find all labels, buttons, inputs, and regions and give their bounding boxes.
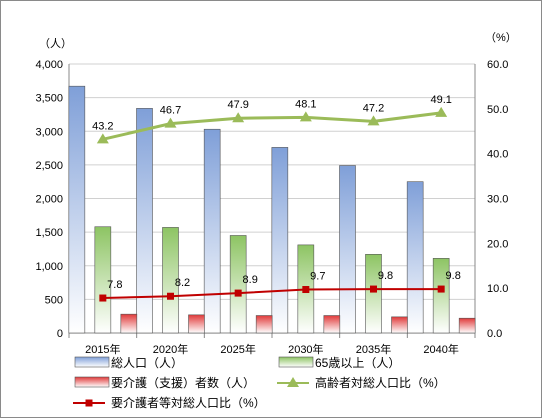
bar-2-4 [391,316,408,334]
line-point-0-5 [435,106,448,117]
legend-marker-3 [287,377,299,387]
y-left-tick-label: 1,500 [35,227,63,239]
line-point-0-4 [367,115,380,126]
bar-0-1 [136,108,153,334]
y-left-tick-label: 2,500 [35,160,63,172]
data-label-1-5: 9.8 [446,270,461,282]
x-tick-label: 2030年 [288,342,323,356]
x-tick-label: 2015年 [85,342,120,356]
legend-swatch-1 [278,356,314,368]
y-right-tick-label: 0.0 [487,328,502,340]
y-left-tick-label: 2,000 [35,194,63,206]
y-left-tick-label: 4,000 [35,59,63,71]
bar-2-0 [120,313,138,334]
y-left-unit-label: （人） [39,37,72,50]
bar-1-2 [229,235,247,334]
legend-marker-4 [85,399,93,407]
bar-2-2 [255,315,273,334]
data-label-1-0: 7.8 [107,279,122,291]
legend-label-2: 要介護（支援）者数（人） [111,375,255,390]
bar-1-4 [365,254,382,334]
line-point-1-3 [302,286,310,294]
data-label-0-1: 46.7 [160,105,181,117]
data-label-0-5: 49.1 [430,94,451,106]
y-right-tick-label: 20.0 [487,238,508,250]
line-point-1-2 [234,289,242,297]
data-label-0-4: 47.2 [363,102,384,114]
y-left-tick-label: 3,500 [35,93,63,105]
line-layer [96,106,448,302]
bar-0-0 [68,85,86,334]
label-layer: 43.2 46.7 47.9 48.1 47.2 49.1 7.8 8.2 8.9 9.7 9.8 9… [92,94,461,291]
line-series-1 [102,288,442,300]
bar-0-4 [339,165,356,334]
line-point-0-1 [164,117,177,128]
bar-1-1 [162,227,179,334]
data-label-1-4: 9.8 [378,270,393,282]
line-series-0 [102,111,442,141]
y-right-tick-label: 40.0 [487,149,508,161]
bar-layer [68,85,476,334]
data-label-0-0: 43.2 [92,120,113,132]
line-point-1-0 [99,294,107,302]
bar-0-2 [203,128,221,334]
data-label-1-1: 8.2 [175,277,190,289]
y-left-tick-label: 1,000 [35,261,63,273]
line-point-0-3 [299,111,312,122]
line-point-0-2 [232,112,245,123]
x-tick-label: 2020年 [153,342,188,356]
bar-0-3 [271,147,289,334]
legend-swatch-2 [74,376,110,388]
y-left-tick-label: 0 [57,328,63,340]
line-point-1-1 [167,292,174,300]
legend-swatch-0 [74,356,110,368]
bar-2-5 [458,317,476,334]
legend-label-4: 要介護者等対総人口比（%） [111,395,266,410]
y-right-tick-label: 50.0 [487,104,508,116]
data-label-0-2: 47.9 [227,99,248,111]
y-right-tick-label: 30.0 [487,194,508,206]
legend-label-1: 65歳以上（人） [315,356,400,370]
legend-label-3: 高齢者対総人口比（%） [315,375,446,390]
line-point-1-4 [370,285,377,293]
bar-2-3 [323,315,341,334]
y-left-tick-label: 3,000 [35,126,63,138]
x-tick-label: 2040年 [423,342,458,356]
y-left-tick-label: 500 [45,294,63,306]
data-label-0-3: 48.1 [295,98,316,110]
line-point-0-0 [96,133,109,144]
bar-1-5 [432,258,450,334]
y-right-unit-label: （%） [485,31,517,44]
x-tick-label: 2035年 [356,342,391,356]
bar-0-5 [406,181,424,334]
data-label-1-3: 9.7 [310,271,325,283]
bar-1-0 [94,226,112,334]
legend-label-0: 総人口（人） [111,356,183,370]
x-tick-label: 2025年 [220,342,255,356]
legend: 総人口（人） 65歳以上（人） 要介護（支援）者数（人） 高齢者対総人口比（%） 要介護… [73,356,446,410]
bar-2-1 [188,314,205,334]
y-right-tick-label: 60.0 [487,59,508,71]
y-right-tick-label: 10.0 [487,283,508,295]
line-point-1-5 [437,285,445,293]
data-label-1-2: 8.9 [243,274,258,286]
